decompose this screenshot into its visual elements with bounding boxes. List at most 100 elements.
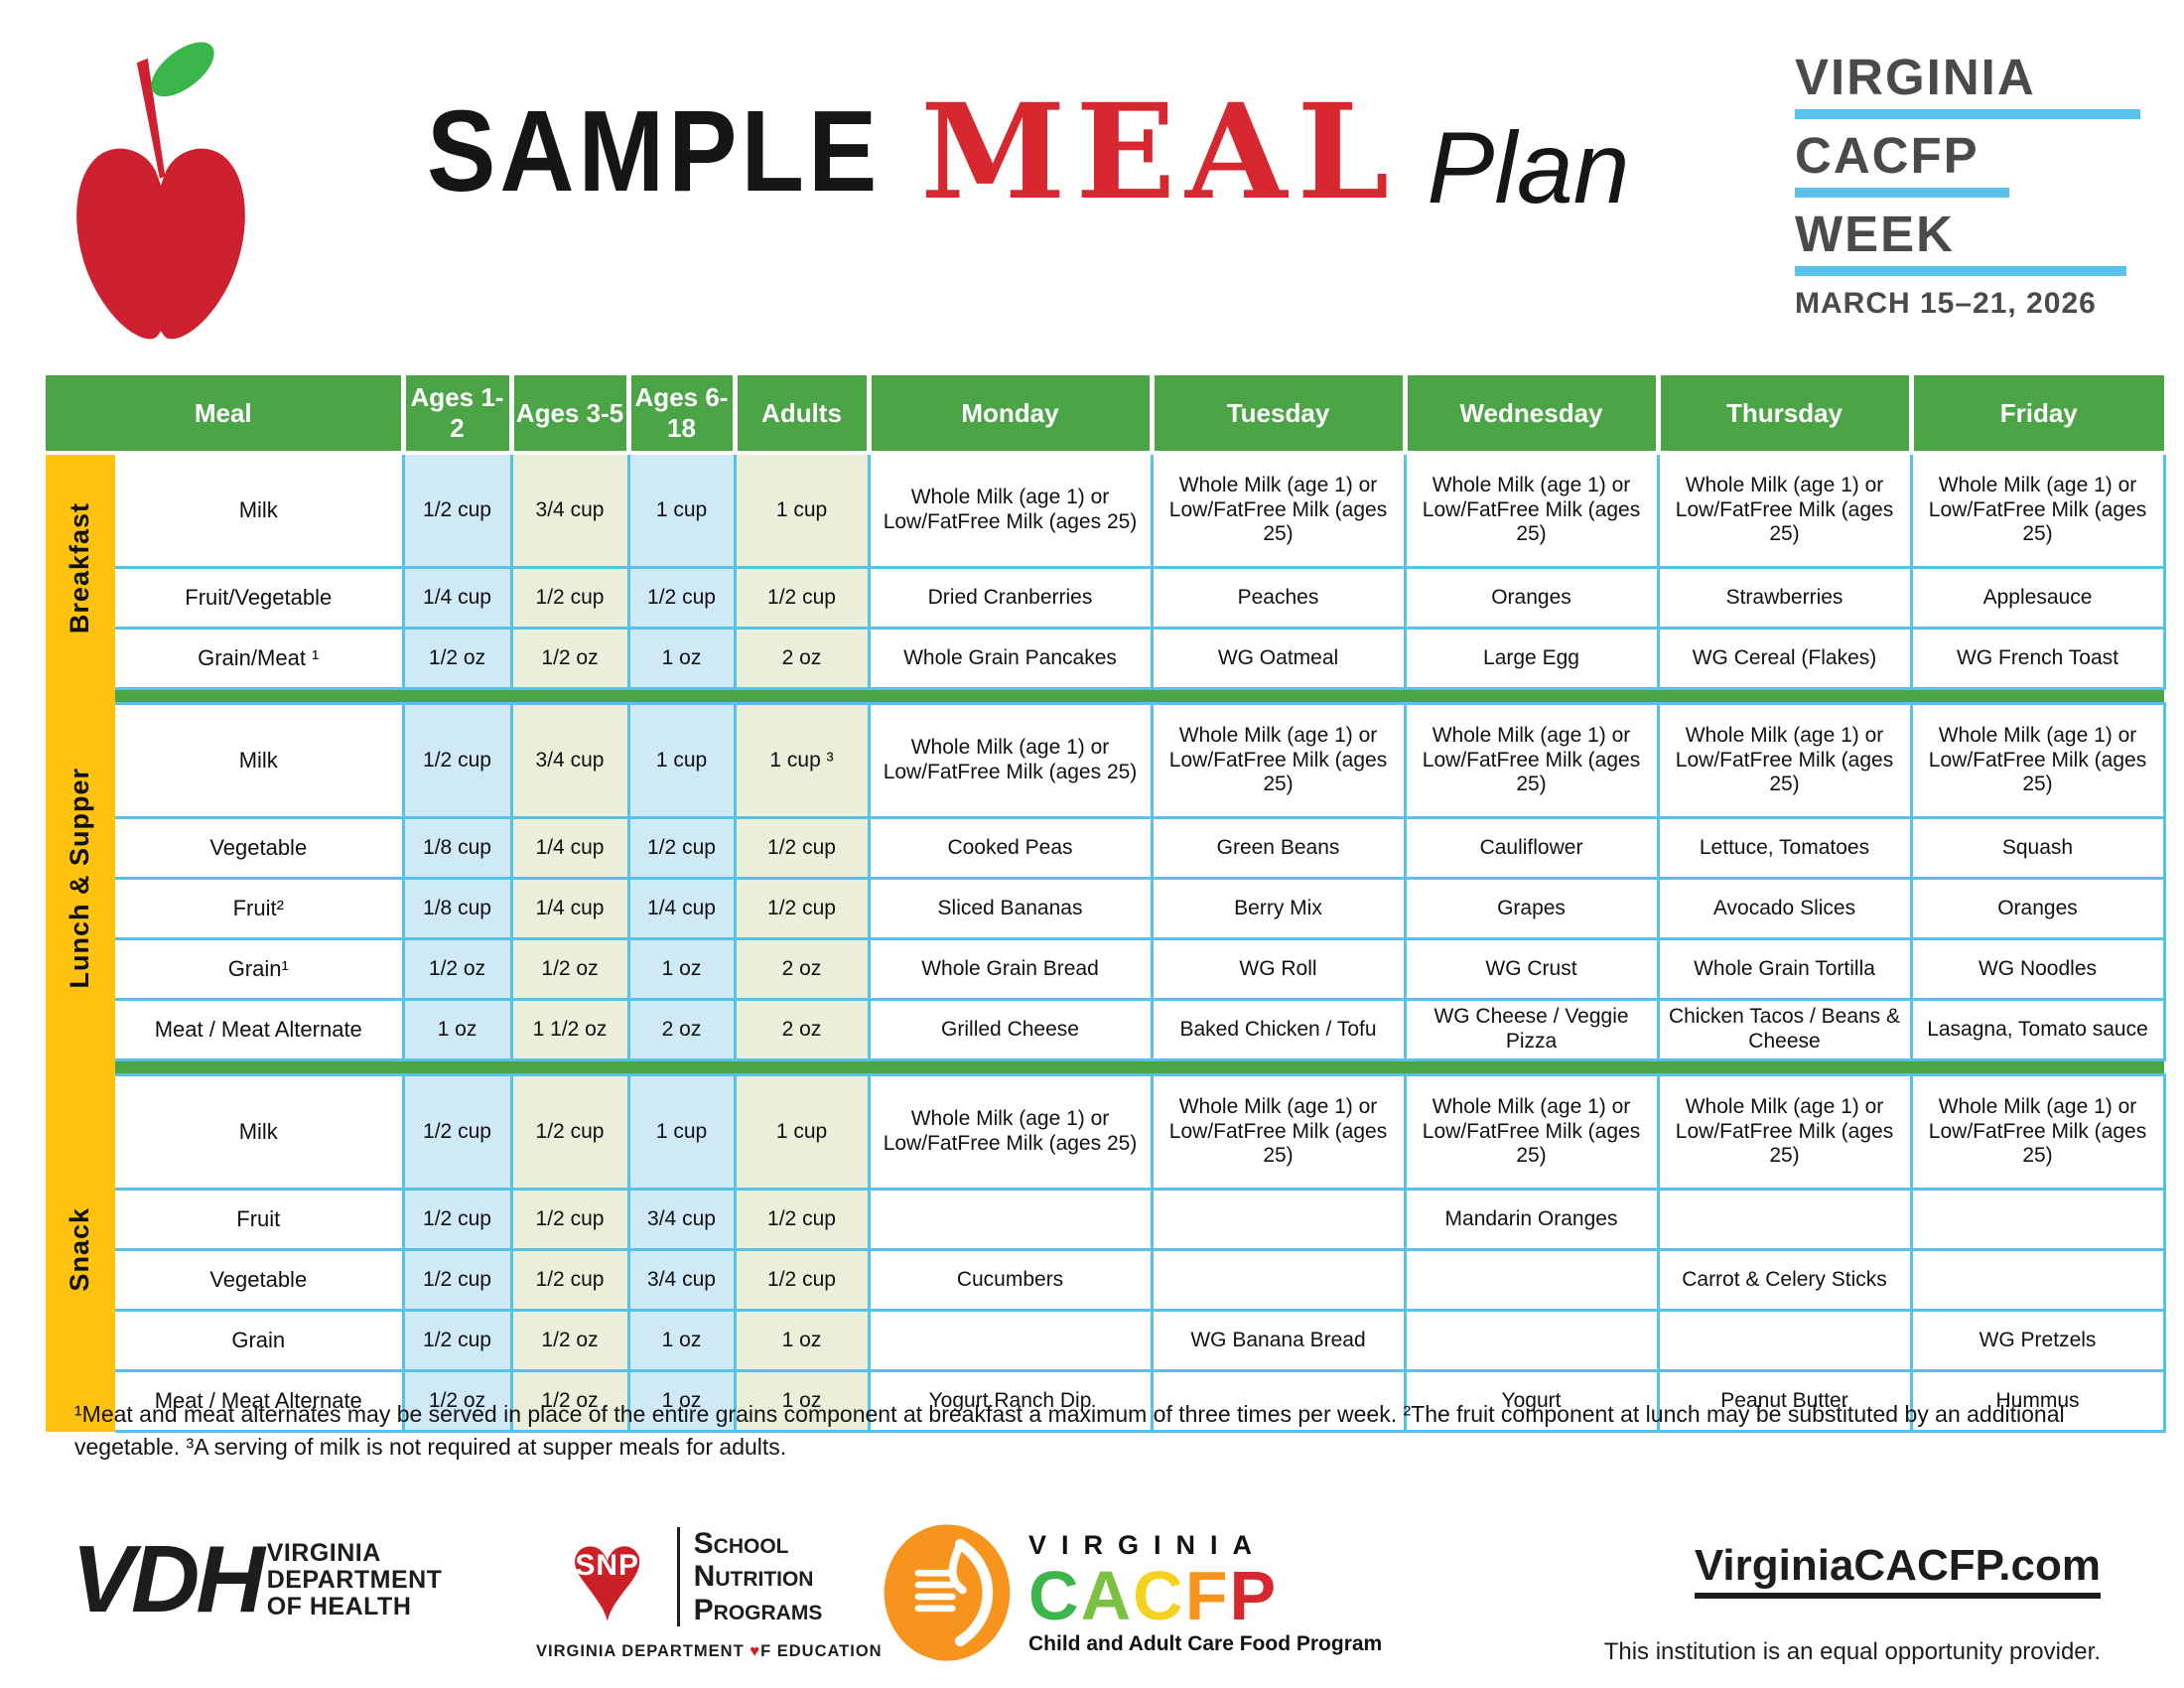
section-label-lunch-supper: Lunch & Supper xyxy=(46,703,115,1060)
amount-cell: 1/2 cup xyxy=(733,1248,871,1312)
section-divider xyxy=(115,1059,2164,1075)
day-menu-cell: Lasagna, Tomato sauce xyxy=(1909,998,2166,1061)
day-menu-cell: Large Egg xyxy=(1403,627,1660,690)
meal-component-cell: Milk xyxy=(115,702,405,819)
column-header-monday: Monday xyxy=(869,375,1155,455)
amount-cell: 1 cup xyxy=(733,451,871,569)
day-menu-cell: Yogurt Ranch Dip xyxy=(867,1369,1154,1433)
day-menu-cell: WG Banana Bread xyxy=(1150,1309,1407,1372)
meal-component-cell: Grain¹ xyxy=(115,937,405,1001)
day-menu-cell: WG Noodles xyxy=(1909,937,2166,1001)
amount-cell: 1/2 cup xyxy=(626,566,737,630)
day-menu-cell: Sliced Bananas xyxy=(867,877,1154,940)
day-menu-cell: Whole Milk (age 1) or Low/FatFree Milk (… xyxy=(1656,1073,1913,1191)
cacfp-letter: P xyxy=(1229,1556,1279,1634)
column-header-thursday: Thursday xyxy=(1658,375,1914,455)
website-link[interactable]: VirginiaCACFP.com xyxy=(1694,1541,2101,1599)
blue-underline xyxy=(1795,266,2127,276)
amount-cell: 1 oz xyxy=(626,937,737,1001)
column-header-ages-1-2: Ages 1-2 xyxy=(403,375,514,455)
column-header-wednesday: Wednesday xyxy=(1405,375,1661,455)
amount-cell: 1/2 oz xyxy=(509,1309,630,1372)
day-menu-cell: Chicken Tacos / Beans & Cheese xyxy=(1656,998,1913,1061)
day-menu-cell: Yogurt xyxy=(1403,1369,1660,1433)
day-menu-cell: Whole Milk (age 1) or Low/FatFree Milk (… xyxy=(867,451,1154,569)
apple-icon xyxy=(69,42,252,346)
day-menu-cell: Whole Milk (age 1) or Low/FatFree Milk (… xyxy=(1403,451,1660,569)
vdh-line2: DEPARTMENT xyxy=(266,1565,443,1594)
day-menu-cell: Whole Grain Pancakes xyxy=(867,627,1154,690)
amount-cell: 1/2 cup xyxy=(401,451,513,569)
meal-component-cell: Milk xyxy=(115,1073,405,1191)
amount-cell: 1/2 cup xyxy=(733,816,871,880)
day-menu-cell: Whole Milk (age 1) or Low/FatFree Milk (… xyxy=(1403,702,1660,819)
day-menu-cell: Whole Milk (age 1) or Low/FatFree Milk (… xyxy=(1150,1073,1407,1191)
section-stripe xyxy=(46,688,115,704)
meal-component-cell: Fruit xyxy=(115,1188,405,1251)
column-header-tuesday: Tuesday xyxy=(1152,375,1408,455)
snp-logo: ♥ SNP School Nutrition Programs VIRGINIA… xyxy=(536,1508,882,1661)
vdh-abbr: VDH xyxy=(71,1526,265,1632)
day-menu-cell: Oranges xyxy=(1403,566,1660,630)
virginia-cacfp-week-logo: VIRGINIA CACFP WEEK MARCH 15–21, 2026 xyxy=(1795,52,2140,321)
amount-cell: 1/2 cup xyxy=(733,877,871,940)
cacfp-virginia: VIRGINIA xyxy=(1028,1529,1268,1560)
day-menu-cell: WG Roll xyxy=(1150,937,1407,1001)
day-menu-cell: Berry Mix xyxy=(1150,877,1407,940)
snp-line2: Nutrition xyxy=(693,1560,814,1594)
amount-cell: 1 oz xyxy=(401,998,513,1061)
day-menu-cell xyxy=(1656,1309,1913,1372)
amount-cell: 1/2 oz xyxy=(401,937,513,1001)
amount-cell: 1 cup xyxy=(626,1073,737,1191)
day-menu-cell xyxy=(1909,1248,2166,1312)
amount-cell: 1 oz xyxy=(626,1309,737,1372)
day-menu-cell: Dried Cranberries xyxy=(867,566,1154,630)
amount-cell: 1/2 cup xyxy=(509,1188,630,1251)
amount-cell: 1 oz xyxy=(733,1369,871,1433)
meal-plan-table-wrapper: Meal Ages 1-2 Ages 3-5 Ages 6-18 Adults Monda… xyxy=(46,375,2166,1433)
day-menu-cell: Whole Milk (age 1) or Low/FatFree Milk (… xyxy=(1150,702,1407,819)
amount-cell: 1/2 cup xyxy=(401,1188,513,1251)
section-label-snack: Snack xyxy=(46,1074,115,1432)
amount-cell: 1/2 cup xyxy=(626,816,737,880)
amount-cell: 1/4 cup xyxy=(401,566,513,630)
amount-cell: 2 oz xyxy=(733,998,871,1061)
cacfp-letters: CACFP xyxy=(1028,1561,1382,1630)
snp-heart-icon: ♥ SNP xyxy=(548,1508,667,1639)
day-menu-cell: Oranges xyxy=(1909,877,2166,940)
amount-cell: 1/2 cup xyxy=(733,566,871,630)
cacfp-subtitle: Child and Adult Care Food Program xyxy=(1028,1631,1383,1655)
day-menu-cell xyxy=(867,1309,1154,1372)
amount-cell: 1 oz xyxy=(626,627,737,690)
title-sample: SAMPLE xyxy=(427,86,882,216)
footnotes: ¹Meat and meat alternates may be served … xyxy=(74,1401,2065,1461)
website-block: VirginiaCACFP.com This institution is an… xyxy=(1545,1541,2101,1666)
amount-cell: 1/2 cup xyxy=(401,1309,513,1372)
amount-cell: 1/2 cup xyxy=(509,566,630,630)
week-logo-line2: CACFP xyxy=(1795,127,1979,184)
amount-cell: 1 oz xyxy=(733,1309,871,1372)
meal-component-cell: Grain/Meat ¹ xyxy=(115,627,405,690)
day-menu-cell: Whole Milk (age 1) or Low/FatFree Milk (… xyxy=(1909,451,2166,569)
meal-component-cell: Fruit/Vegetable xyxy=(115,566,405,630)
day-menu-cell: WG Crust xyxy=(1403,937,1660,1001)
day-menu-cell: Whole Milk (age 1) or Low/FatFree Milk (… xyxy=(867,1073,1154,1191)
day-menu-cell xyxy=(1656,1188,1913,1251)
day-menu-cell: Avocado Slices xyxy=(1656,877,1913,940)
meal-component-cell: Grain xyxy=(115,1309,405,1372)
amount-cell: 1/2 oz xyxy=(509,627,630,690)
day-menu-cell: Whole Milk (age 1) or Low/FatFree Milk (… xyxy=(1909,702,2166,819)
amount-cell: 1/4 cup xyxy=(509,877,630,940)
day-menu-cell: WG Oatmeal xyxy=(1150,627,1407,690)
vdh-line3: OF HEALTH xyxy=(266,1592,412,1620)
page-title: SAMPLE MEAL Plan xyxy=(427,86,1630,219)
heart-icon: ♥ xyxy=(750,1642,761,1660)
day-menu-cell: Squash xyxy=(1909,816,2166,880)
day-menu-cell: Mandarin Oranges xyxy=(1403,1188,1660,1251)
column-header-meal: Meal xyxy=(46,375,406,455)
cacfp-letter: A xyxy=(1080,1556,1134,1634)
day-menu-cell: Peanut Butter xyxy=(1656,1369,1913,1433)
day-menu-cell: Hummus xyxy=(1909,1369,2166,1433)
footer: VDH VIRGINIA DEPARTMENT OF HEALTH ♥ SNP … xyxy=(0,1508,2184,1688)
day-menu-cell: Applesauce xyxy=(1909,566,2166,630)
